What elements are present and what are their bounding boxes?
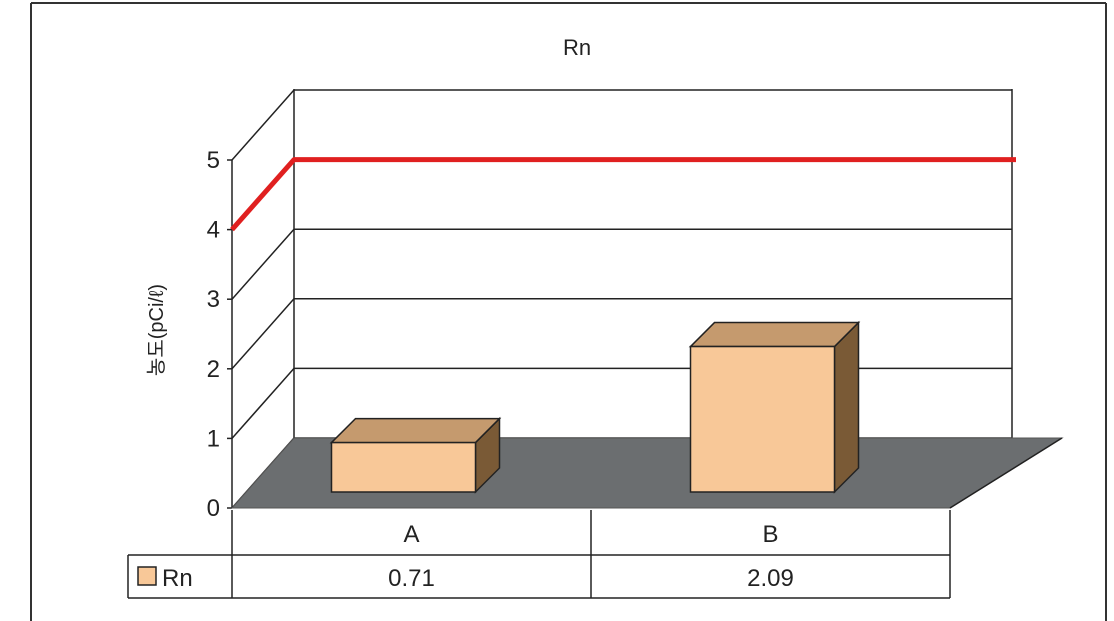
y-tick-label-5: 5 <box>207 147 220 174</box>
floor-right-edge <box>949 437 1063 509</box>
bar-B <box>688 320 861 494</box>
reference-line <box>230 157 1016 232</box>
gridline-side-1 <box>231 367 295 439</box>
gridline-side-5 <box>231 89 295 161</box>
bar-side-B <box>833 320 860 494</box>
y-axis-label: 농도(pCi/ℓ) <box>146 284 168 376</box>
gridline-side-2 <box>231 298 295 370</box>
x-tick-label-B: B <box>762 521 778 548</box>
y-tick-label-1: 1 <box>207 425 220 452</box>
data-label-B: 2.09 <box>747 565 794 592</box>
legend-swatch <box>137 566 157 586</box>
x-tick-label-A: A <box>403 521 419 548</box>
bar-front-A <box>330 441 477 493</box>
data-label-A: 0.71 <box>388 565 435 592</box>
y-tick-label-2: 2 <box>207 356 220 383</box>
bar-top-A <box>329 417 502 444</box>
legend-label: Rn <box>162 565 193 592</box>
y-tick-label-0: 0 <box>207 495 220 522</box>
bar-top-B <box>688 321 861 348</box>
gridline-side-3 <box>231 228 295 300</box>
plot-area: 0 1 2 3 4 5 A 0.71 B 2.09 Rn <box>127 89 1064 599</box>
bar-front-B <box>689 345 836 493</box>
bar-A <box>329 416 502 494</box>
y-tick-label-4: 4 <box>207 217 220 244</box>
chart-title: Rn <box>563 35 591 60</box>
y-tick-label-3: 3 <box>207 286 220 313</box>
